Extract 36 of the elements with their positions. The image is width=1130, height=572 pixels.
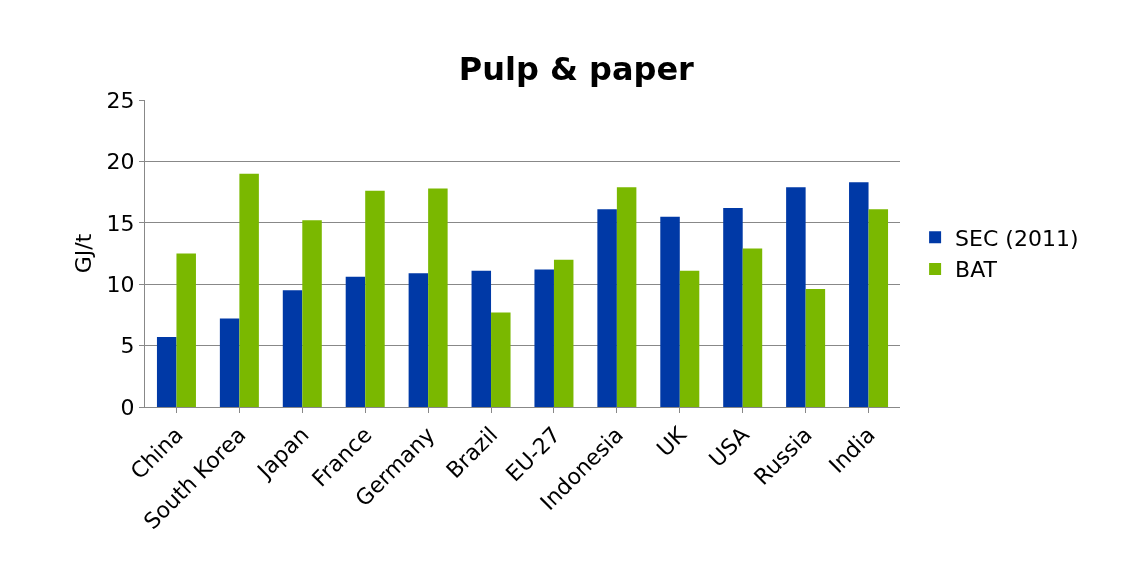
bar — [408, 273, 429, 407]
y-tick-label: 20 — [106, 149, 135, 175]
bar — [679, 270, 700, 407]
bar — [742, 248, 763, 407]
bar — [428, 188, 448, 407]
chart-title: Pulp & paper — [458, 49, 695, 88]
x-tick-label: USA — [704, 422, 755, 472]
bar — [491, 312, 511, 407]
bar — [219, 318, 240, 407]
y-tick-label: 10 — [106, 271, 135, 297]
bar — [723, 208, 743, 407]
bar — [156, 337, 177, 407]
y-tick-label: 25 — [106, 87, 135, 113]
bar — [302, 220, 322, 407]
y-axis-title: GJ/t — [71, 233, 96, 274]
x-tick-label: UK — [651, 421, 692, 462]
bar — [471, 270, 492, 407]
bar — [239, 173, 259, 407]
legend-label: SEC (2011) — [955, 225, 1079, 251]
bar — [849, 182, 869, 407]
bar — [786, 187, 806, 407]
bar — [616, 187, 637, 407]
bar — [534, 269, 554, 407]
bar — [553, 259, 574, 407]
bar — [868, 209, 889, 407]
bar — [282, 290, 303, 407]
bar — [805, 289, 826, 407]
bar — [660, 216, 680, 407]
bar — [176, 253, 196, 407]
y-tick-label: 0 — [120, 394, 135, 420]
y-tick-label: 15 — [106, 210, 135, 236]
legend-label: BAT — [955, 257, 998, 283]
y-tick-label: 5 — [120, 333, 135, 359]
bar — [345, 276, 366, 407]
bar — [365, 190, 385, 407]
bar — [597, 209, 617, 407]
